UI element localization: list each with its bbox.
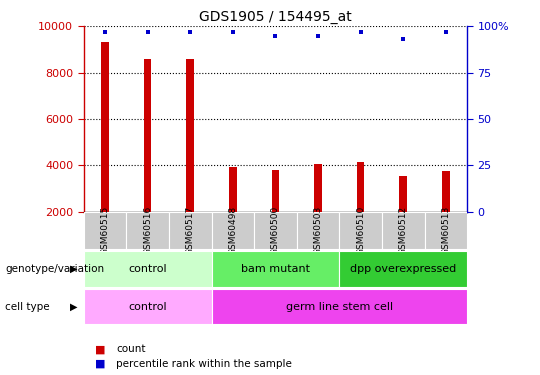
Bar [186, 59, 194, 212]
Text: ▶: ▶ [70, 302, 78, 312]
Bar [314, 164, 322, 212]
Text: GSM60515: GSM60515 [100, 206, 110, 255]
Text: bam mutant: bam mutant [241, 264, 310, 274]
Bar [144, 59, 151, 212]
Text: GSM60516: GSM60516 [143, 206, 152, 255]
Title: GDS1905 / 154495_at: GDS1905 / 154495_at [199, 10, 352, 24]
Bar [229, 166, 237, 212]
Bar [442, 171, 450, 212]
Text: GSM60513: GSM60513 [441, 206, 450, 255]
Bar [382, 212, 424, 249]
Bar [169, 212, 212, 249]
Bar [84, 251, 212, 287]
Bar [101, 42, 109, 212]
Bar [254, 212, 296, 249]
Bar [212, 289, 467, 324]
Text: control: control [129, 264, 167, 274]
Bar [339, 212, 382, 249]
Text: GSM60512: GSM60512 [399, 206, 408, 255]
Text: cell type: cell type [5, 302, 50, 312]
Bar [272, 170, 279, 212]
Text: GSM60500: GSM60500 [271, 206, 280, 255]
Text: ■: ■ [94, 359, 105, 369]
Bar [212, 212, 254, 249]
Point [228, 29, 237, 35]
Point [356, 29, 365, 35]
Bar [357, 162, 364, 212]
Point [143, 29, 152, 35]
Text: genotype/variation: genotype/variation [5, 264, 105, 274]
Bar [400, 176, 407, 212]
Bar [84, 289, 212, 324]
Point [399, 36, 408, 42]
Text: control: control [129, 302, 167, 312]
Point [271, 33, 280, 39]
Text: GSM60503: GSM60503 [314, 206, 322, 255]
Point [314, 33, 322, 39]
Text: ▶: ▶ [70, 264, 78, 274]
Text: GSM60510: GSM60510 [356, 206, 365, 255]
Bar [84, 212, 126, 249]
Bar [126, 212, 169, 249]
Point [100, 29, 109, 35]
Text: ■: ■ [94, 345, 105, 354]
Point [442, 29, 450, 35]
Bar [424, 212, 467, 249]
Text: percentile rank within the sample: percentile rank within the sample [116, 359, 292, 369]
Text: count: count [116, 345, 146, 354]
Text: germ line stem cell: germ line stem cell [286, 302, 393, 312]
Bar [296, 212, 339, 249]
Bar [212, 251, 339, 287]
Text: dpp overexpressed: dpp overexpressed [350, 264, 456, 274]
Bar [339, 251, 467, 287]
Text: GSM60517: GSM60517 [186, 206, 195, 255]
Point [186, 29, 194, 35]
Text: GSM60498: GSM60498 [228, 206, 237, 255]
